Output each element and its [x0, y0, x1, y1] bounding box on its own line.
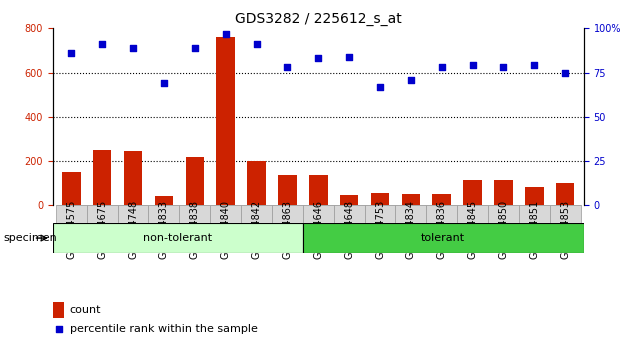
Text: GSM124575: GSM124575 [66, 200, 76, 259]
Point [344, 54, 354, 59]
Text: GSM124753: GSM124753 [375, 200, 385, 259]
Bar [371, 193, 389, 205]
Text: GSM124845: GSM124845 [468, 200, 478, 259]
FancyBboxPatch shape [396, 205, 426, 253]
Point [190, 45, 200, 51]
Text: GSM124853: GSM124853 [560, 200, 570, 259]
Point [66, 50, 76, 56]
Point [159, 80, 169, 86]
Title: GDS3282 / 225612_s_at: GDS3282 / 225612_s_at [235, 12, 402, 26]
Text: tolerant: tolerant [421, 233, 465, 243]
FancyBboxPatch shape [519, 205, 550, 253]
Text: GSM124648: GSM124648 [344, 200, 354, 259]
Text: percentile rank within the sample: percentile rank within the sample [70, 324, 258, 334]
FancyBboxPatch shape [302, 223, 584, 253]
Bar [216, 37, 235, 205]
FancyBboxPatch shape [117, 205, 148, 253]
FancyBboxPatch shape [272, 205, 303, 253]
Bar [155, 196, 173, 205]
FancyBboxPatch shape [241, 205, 272, 253]
Text: GSM124850: GSM124850 [499, 200, 509, 259]
Bar [186, 157, 204, 205]
Point [560, 70, 570, 75]
Point [252, 41, 261, 47]
Point [529, 63, 539, 68]
Point [313, 56, 323, 61]
Bar [494, 180, 513, 205]
Bar [556, 183, 574, 205]
FancyBboxPatch shape [550, 205, 581, 253]
Point [437, 64, 446, 70]
Text: GSM124675: GSM124675 [97, 200, 107, 259]
Bar [93, 150, 111, 205]
Point [128, 45, 138, 51]
Bar [278, 176, 297, 205]
Text: GSM124863: GSM124863 [283, 200, 292, 259]
FancyBboxPatch shape [333, 205, 365, 253]
FancyBboxPatch shape [457, 205, 488, 253]
Text: GSM124840: GSM124840 [220, 200, 230, 259]
Point [468, 63, 478, 68]
Bar [247, 161, 266, 205]
Point [406, 77, 416, 82]
Bar [309, 176, 327, 205]
Text: GSM124851: GSM124851 [529, 200, 540, 259]
Point [220, 31, 230, 36]
Text: count: count [70, 305, 101, 315]
FancyBboxPatch shape [365, 205, 396, 253]
Text: specimen: specimen [3, 233, 57, 243]
FancyBboxPatch shape [426, 205, 457, 253]
FancyBboxPatch shape [179, 205, 211, 253]
Bar [53, 302, 65, 318]
FancyBboxPatch shape [303, 205, 333, 253]
Text: GSM124842: GSM124842 [252, 200, 261, 259]
Bar [62, 172, 81, 205]
Bar [525, 187, 543, 205]
Point [499, 64, 509, 70]
Bar [463, 180, 482, 205]
Text: GSM124838: GSM124838 [190, 200, 200, 259]
FancyBboxPatch shape [87, 205, 117, 253]
FancyBboxPatch shape [211, 205, 241, 253]
Bar [432, 194, 451, 205]
Text: GSM124836: GSM124836 [437, 200, 446, 259]
FancyBboxPatch shape [488, 205, 519, 253]
Bar [340, 195, 358, 205]
Text: GSM124833: GSM124833 [159, 200, 169, 259]
Point [283, 64, 292, 70]
FancyBboxPatch shape [56, 205, 87, 253]
Bar [124, 151, 142, 205]
FancyBboxPatch shape [53, 223, 302, 253]
Bar [402, 194, 420, 205]
Text: GSM124748: GSM124748 [128, 200, 138, 259]
Point [375, 84, 385, 90]
Point [53, 326, 63, 332]
Point [97, 41, 107, 47]
FancyBboxPatch shape [148, 205, 179, 253]
Text: non-tolerant: non-tolerant [143, 233, 212, 243]
Text: GSM124646: GSM124646 [313, 200, 324, 259]
Text: GSM124834: GSM124834 [406, 200, 416, 259]
